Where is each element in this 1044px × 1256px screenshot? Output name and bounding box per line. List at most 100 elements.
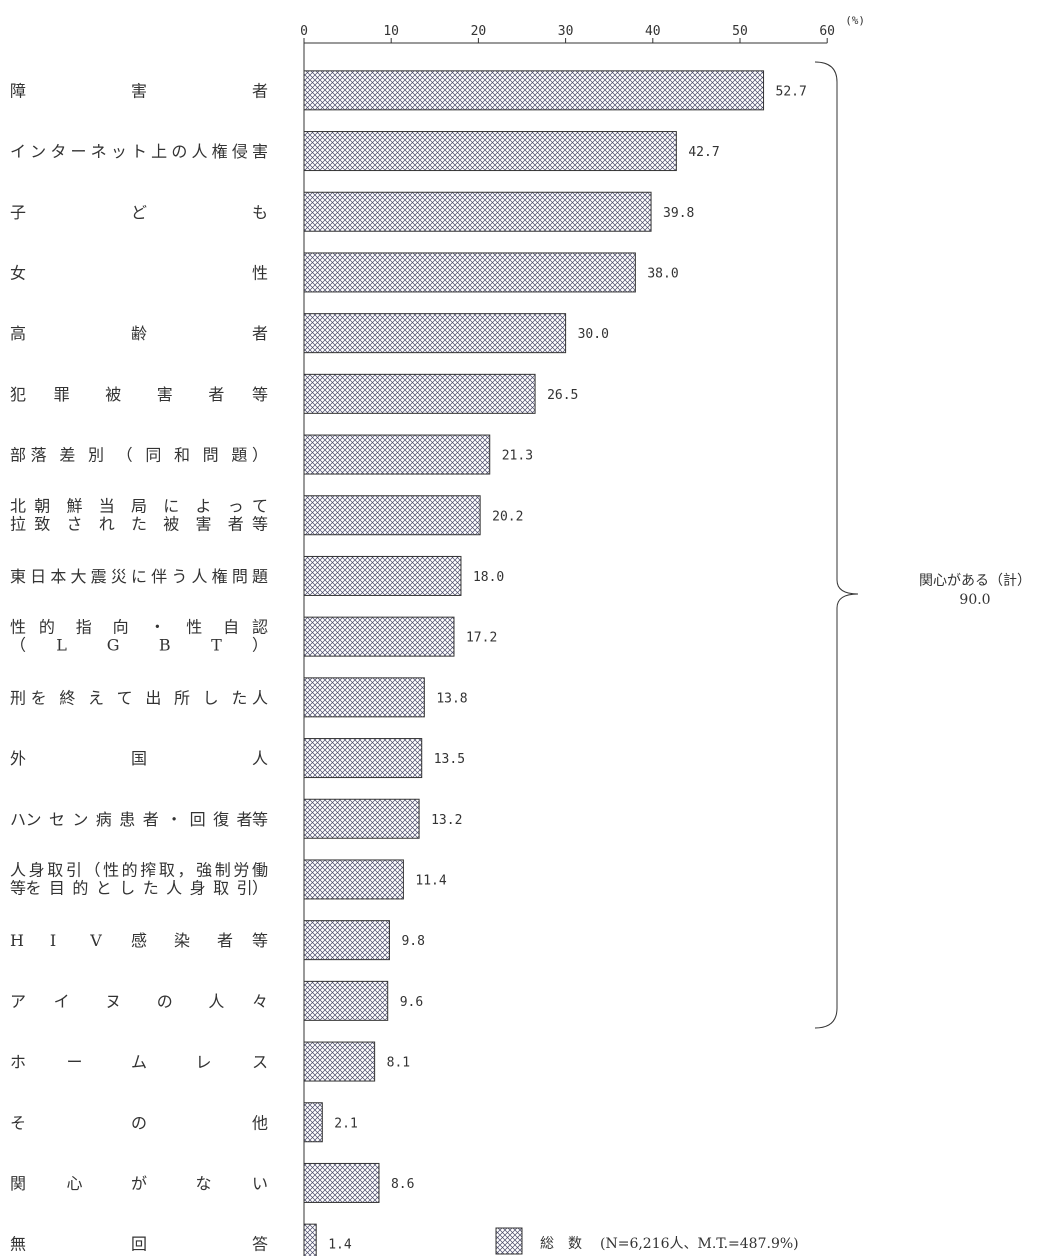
category-label: て xyxy=(117,688,133,707)
category-label: 局 xyxy=(131,496,147,515)
bar xyxy=(303,373,536,414)
category-label: 人 xyxy=(252,688,268,707)
category-label: ー xyxy=(66,1053,82,1072)
category-label: と xyxy=(96,878,112,897)
category-label: 被 xyxy=(105,385,121,404)
category-label: 者 xyxy=(217,931,233,950)
category-label: ・ xyxy=(149,618,165,637)
bar xyxy=(303,616,455,657)
x-tick-label: 30 xyxy=(558,24,574,39)
category-label: 自 xyxy=(223,618,239,637)
category-label: 等 xyxy=(252,931,268,950)
category-label: ・ xyxy=(166,810,182,829)
category-label: 回 xyxy=(190,810,206,829)
category-label: が xyxy=(131,1174,147,1193)
interest-bracket: 関心がある（計） 90.0 xyxy=(814,61,1031,1029)
category-label: ム xyxy=(131,1053,147,1072)
category-label: を xyxy=(31,688,47,707)
bar-value-label: 52.7 xyxy=(776,84,807,99)
category-label: さ xyxy=(66,514,82,533)
category-label: ホ xyxy=(10,1053,26,1072)
category-label: 所 xyxy=(174,688,190,707)
bar-value-label: 13.8 xyxy=(436,691,467,706)
category-label: 心 xyxy=(66,1174,82,1193)
category-label: 国 xyxy=(131,749,147,768)
bar xyxy=(303,1223,317,1256)
x-tick-label: 50 xyxy=(732,24,748,39)
bar xyxy=(303,1162,380,1203)
category-label: て xyxy=(252,496,268,515)
x-tick-label: 60 xyxy=(819,24,835,39)
category-label: 者 xyxy=(228,514,244,533)
category-label: 等 xyxy=(10,878,26,897)
category-label: 刑 xyxy=(10,688,26,707)
category-label: 害 xyxy=(157,385,173,404)
x-tick-label: 40 xyxy=(645,24,661,39)
category-label: 当 xyxy=(99,496,115,515)
category-label: え xyxy=(88,688,104,707)
category-label: 者 xyxy=(208,385,224,404)
category-label: 病 xyxy=(96,810,112,829)
category-label: 取 xyxy=(213,878,229,897)
category-label: 性 xyxy=(10,618,26,637)
bar-value-label: 11.4 xyxy=(415,873,446,888)
bar-value-label: 9.6 xyxy=(400,995,423,1010)
category-label: 人 xyxy=(252,749,268,768)
category-label: に xyxy=(163,496,179,515)
legend: 総 数 (N=6,216人、M.T.=487.9%) xyxy=(495,1227,799,1255)
category-label: 部 xyxy=(10,446,26,465)
category-label: （ xyxy=(117,446,133,465)
bracket-label: 関心がある（計） xyxy=(919,573,1031,589)
category-label: 差 xyxy=(59,446,75,465)
category-labels: 障害者インターネット上の人権侵害子ども女 性高齢者犯罪被害者等部落差別（同和問題）… xyxy=(10,81,268,1253)
category-label: 人身取引（性的搾取，強制労働 xyxy=(10,860,268,879)
category-label: も xyxy=(252,203,268,222)
category-label: 無 xyxy=(10,1235,26,1254)
category-label: 被 xyxy=(163,514,179,533)
bar xyxy=(303,191,652,232)
bar-value-label: 20.2 xyxy=(492,509,523,524)
category-label: 和 xyxy=(174,446,190,465)
category-label: セ xyxy=(49,810,65,829)
category-label: 落 xyxy=(31,446,47,465)
legend-note: (N=6,216人、M.T.=487.9%) xyxy=(600,1236,799,1252)
category-label: H xyxy=(10,931,24,950)
category-label: 問 xyxy=(203,446,219,465)
category-label: れ xyxy=(99,514,115,533)
category-label: た xyxy=(143,878,159,897)
category-label: 感 xyxy=(131,931,147,950)
category-label: 者 xyxy=(237,810,253,829)
category-label: 北 xyxy=(10,496,26,515)
category-label: い xyxy=(252,1174,268,1193)
bar-value-label: 30.0 xyxy=(578,327,609,342)
category-label: L xyxy=(56,636,67,655)
category-label: （ xyxy=(10,636,26,655)
bar-value-label: 13.2 xyxy=(431,813,462,828)
category-label: 々 xyxy=(252,992,268,1011)
category-label: た xyxy=(231,688,247,707)
category-label: よ xyxy=(195,496,211,515)
axis-unit: (%) xyxy=(845,14,865,27)
category-label: ハ xyxy=(10,810,26,829)
category-label: 犯 xyxy=(10,385,26,404)
bar-value-label: 8.1 xyxy=(387,1056,410,1071)
category-label: そ xyxy=(10,1113,26,1132)
category-label: を xyxy=(25,878,41,897)
category-label: 者 xyxy=(143,810,159,829)
category-label: 致 xyxy=(34,514,50,533)
bar xyxy=(303,1041,376,1082)
bar-value-label: 18.0 xyxy=(473,570,504,585)
category-label: 関 xyxy=(10,1174,26,1193)
category-label: 答 xyxy=(252,1235,268,1254)
category-label: 等 xyxy=(252,514,268,533)
category-label: の xyxy=(157,992,173,1011)
category-label: 他 xyxy=(252,1113,268,1132)
category-label: っ xyxy=(228,496,244,515)
bar xyxy=(303,980,389,1021)
category-label: し xyxy=(119,878,135,897)
category-label: 害 xyxy=(195,514,211,533)
category-label: レ xyxy=(195,1053,211,1072)
category-label: ス xyxy=(252,1053,268,1072)
category-label: 引 xyxy=(237,878,253,897)
